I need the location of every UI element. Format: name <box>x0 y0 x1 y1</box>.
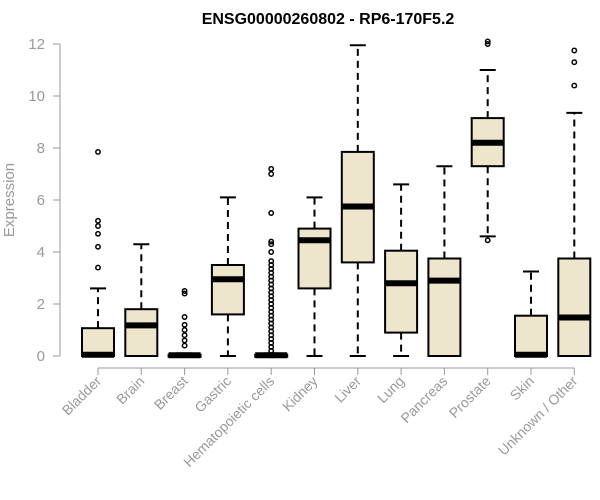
outlier-point <box>95 243 101 250</box>
outlier-point <box>95 148 101 155</box>
box-lung <box>384 183 419 357</box>
outlier-point <box>95 217 101 224</box>
y-tick-label: 0 <box>37 348 45 365</box>
chart-title: ENSG00000260802 - RP6-170F5.2 <box>202 11 455 28</box>
box-skin <box>514 270 548 358</box>
outlier-point <box>268 238 275 245</box>
box-unknown-other <box>557 47 592 357</box>
x-tick-label: Gastric <box>191 373 234 416</box>
x-tick-label: Breast <box>151 373 191 413</box>
outlier-point <box>181 288 188 294</box>
outlier-point <box>181 327 188 333</box>
box-kidney <box>297 196 332 357</box>
outlier-point <box>484 38 491 45</box>
outlier-point <box>484 41 491 47</box>
outlier-point <box>571 59 578 66</box>
outlier-point <box>181 342 188 349</box>
x-tick-label: Liver <box>331 373 364 406</box>
box-hematopoietic-cells <box>254 165 289 359</box>
iqr-box <box>124 308 159 358</box>
box-pancreas <box>427 165 462 357</box>
outlier-point <box>181 290 188 297</box>
box-breast <box>167 288 202 359</box>
y-axis: 0 2 4 6 8 10 12 <box>28 36 61 365</box>
y-tick-label: 6 <box>37 192 45 209</box>
outlier-point <box>268 165 275 172</box>
x-tick-label: Lung <box>374 373 407 406</box>
outlier-point <box>268 258 275 265</box>
outlier-point <box>181 332 188 339</box>
x-tick-label: Bladder <box>59 373 105 419</box>
outlier-point <box>571 47 578 54</box>
outlier-point <box>95 223 101 229</box>
outlier-point <box>571 82 578 89</box>
outlier-point <box>95 264 101 271</box>
y-tick-label: 8 <box>37 140 45 157</box>
outlier-point <box>181 314 188 320</box>
outlier-point <box>268 241 275 248</box>
iqr-box <box>210 264 245 316</box>
y-tick-label: 2 <box>37 296 45 313</box>
y-axis-label: Expression <box>1 163 18 237</box>
box-prostate <box>470 38 505 244</box>
box-liver <box>340 44 375 357</box>
iqr-box <box>557 257 592 357</box>
iqr-box <box>514 314 548 358</box>
iqr-box <box>427 257 462 357</box>
box-brain <box>124 243 159 358</box>
outlier-point <box>268 249 275 255</box>
outlier-point <box>268 210 275 216</box>
x-tick-label: Brain <box>113 373 147 407</box>
y-tick-label: 10 <box>28 88 45 105</box>
x-tick-label: Kidney <box>279 373 321 415</box>
x-tick-label: Skin <box>507 373 538 404</box>
x-tick-label: Pancreas <box>397 373 450 426</box>
x-tick-label: Unknown / Other <box>495 373 581 459</box>
y-tick-label: 4 <box>37 244 45 261</box>
outlier-point <box>268 171 275 177</box>
outlier-point <box>181 321 188 328</box>
boxes-group <box>81 38 592 359</box>
outlier-point <box>95 230 101 237</box>
box-gastric <box>210 196 245 357</box>
outlier-point <box>484 237 491 244</box>
outlier-point <box>181 337 188 344</box>
y-tick-label: 12 <box>28 36 45 53</box>
x-tick-label: Prostate <box>446 373 494 421</box>
box-bladder <box>81 148 115 358</box>
iqr-box <box>384 249 419 334</box>
